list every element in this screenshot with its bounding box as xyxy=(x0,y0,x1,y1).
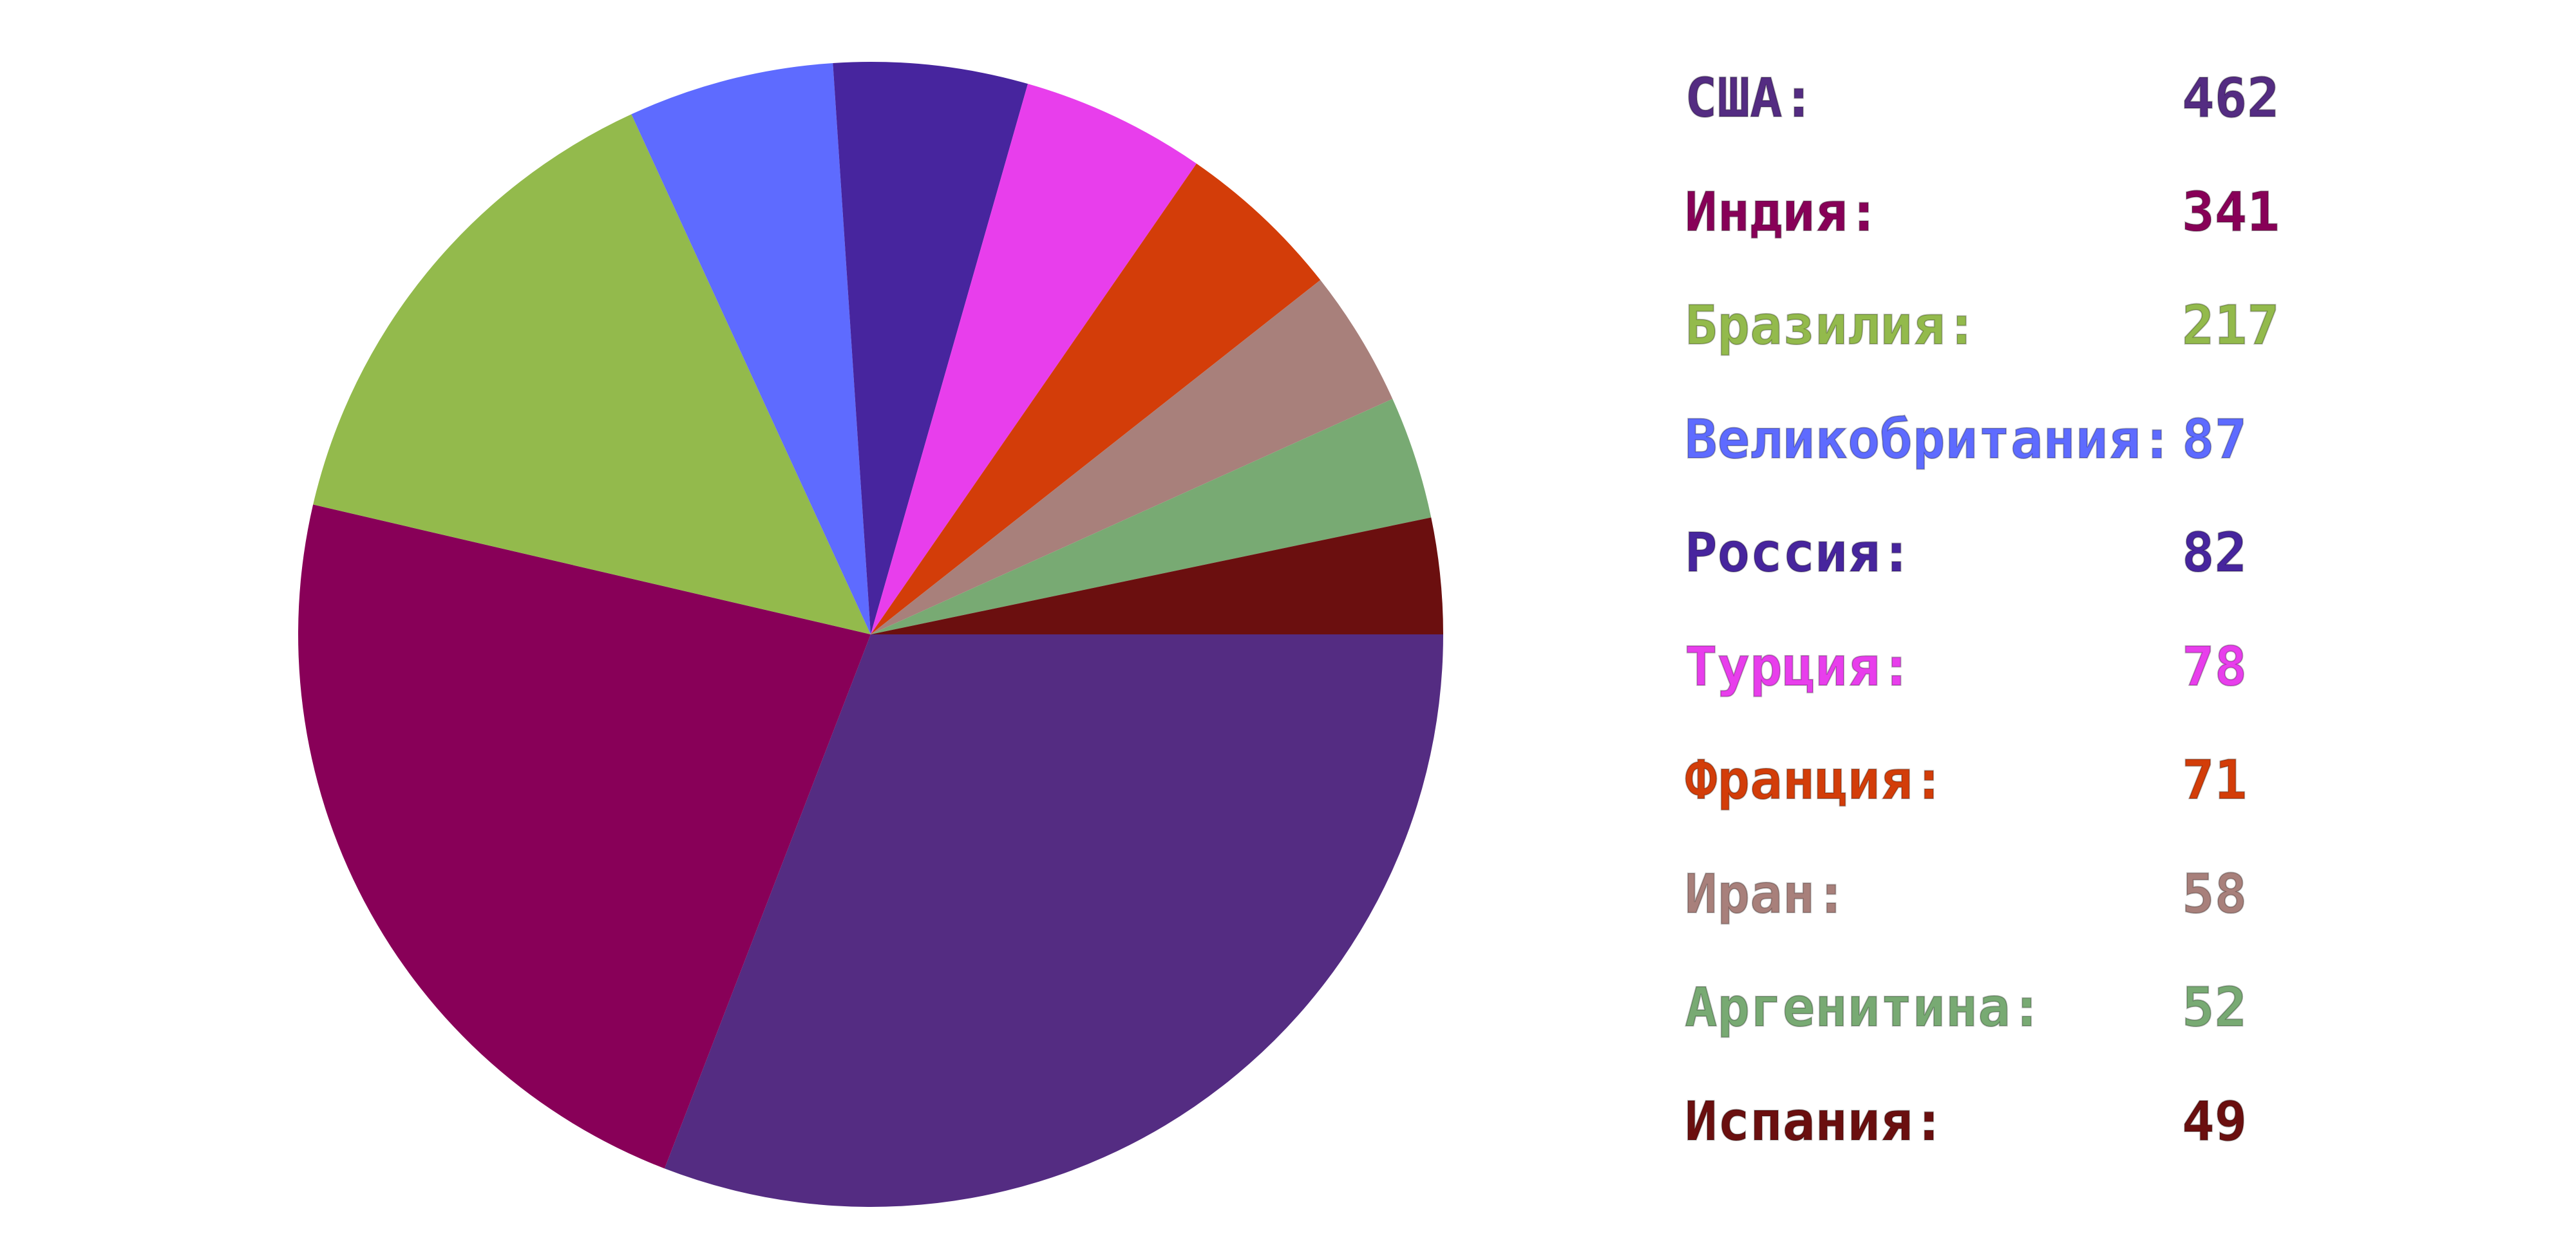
legend-label-turkey: Турция: xyxy=(1684,634,1913,699)
legend-value-iran: 58 xyxy=(2181,862,2248,926)
legend-value-spain: 49 xyxy=(2181,1089,2248,1153)
legend-item-argentina: Аргенитина: 52 xyxy=(1684,969,2329,1083)
legend-item-france: Франция: 71 xyxy=(1684,741,2329,855)
legend-label-france: Франция: xyxy=(1684,748,1946,812)
legend-item-uk: Великобритания: 87 xyxy=(1684,401,2329,515)
pie-slice-usa xyxy=(664,634,1443,1208)
pie-slice-uk xyxy=(631,62,871,634)
legend-label-usa: США: xyxy=(1684,66,1815,130)
pie-slice-russia xyxy=(833,61,1028,634)
pie-slice-argentina xyxy=(871,399,1432,634)
legend-item-usa: США: 462 xyxy=(1684,59,2329,173)
legend-value-india: 341 xyxy=(2181,180,2280,244)
legend-item-turkey: Турция: 78 xyxy=(1684,628,2329,742)
legend-value-france: 71 xyxy=(2181,748,2248,812)
pie-slice-turkey xyxy=(871,84,1197,634)
pie-slice-spain xyxy=(871,517,1443,634)
legend-value-russia: 82 xyxy=(2181,520,2248,585)
legend-label-argentina: Аргенитина: xyxy=(1684,975,2043,1039)
legend-label-india: Индия: xyxy=(1684,180,1880,244)
legend-item-iran: Иран: 58 xyxy=(1684,855,2329,969)
legend-value-argentina: 52 xyxy=(2181,975,2248,1039)
legend-item-brazil: Бразилия: 217 xyxy=(1684,287,2329,401)
legend-value-usa: 462 xyxy=(2181,66,2280,130)
pie-slice-brazil xyxy=(313,114,871,634)
legend-label-spain: Испания: xyxy=(1684,1089,1946,1153)
chart-legend: США: 462 Индия: 341 Бразилия: 217 Велико… xyxy=(1684,59,2329,1197)
pie-slice-france xyxy=(871,164,1321,634)
legend-item-india: Индия: 341 xyxy=(1684,173,2329,287)
legend-label-iran: Иран: xyxy=(1684,862,1848,926)
legend-value-brazil: 217 xyxy=(2181,293,2280,357)
pie-slice-india xyxy=(298,504,871,1169)
legend-item-spain: Испания: 49 xyxy=(1684,1083,2329,1197)
pie-slice-iran xyxy=(871,280,1393,635)
legend-label-brazil: Бразилия: xyxy=(1684,293,1978,357)
legend-label-uk: Великобритания: xyxy=(1684,407,2174,471)
legend-value-turkey: 78 xyxy=(2181,634,2248,699)
legend-item-russia: Россия: 82 xyxy=(1684,514,2329,628)
legend-label-russia: Россия: xyxy=(1684,520,1913,585)
legend-value-uk: 87 xyxy=(2181,407,2248,471)
